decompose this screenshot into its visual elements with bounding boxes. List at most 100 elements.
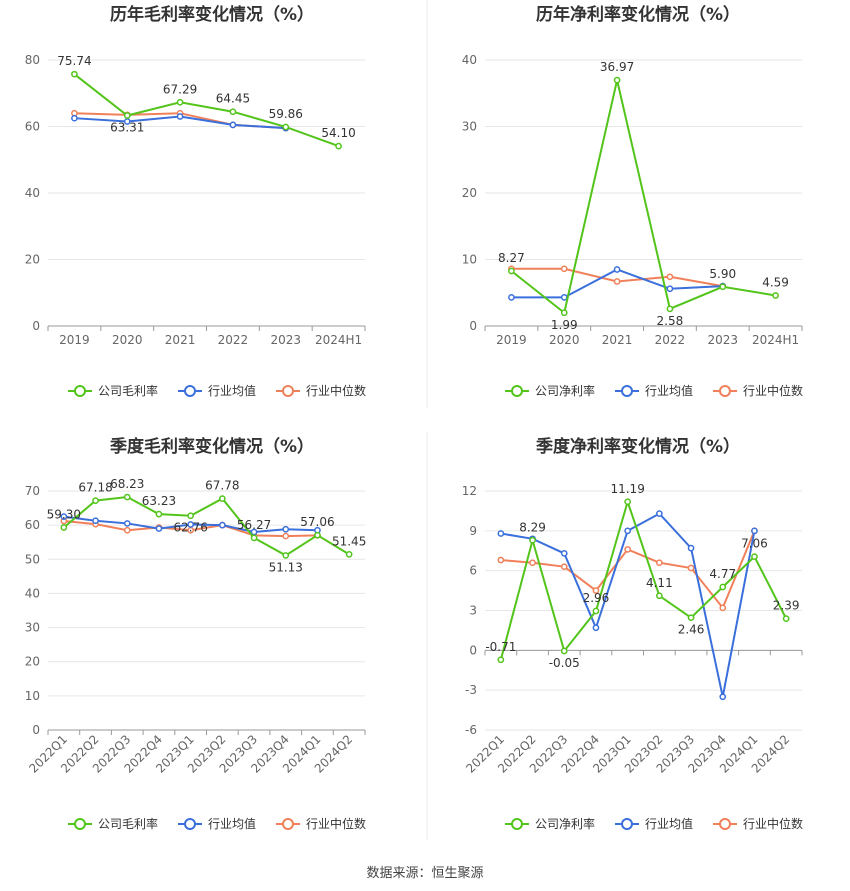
data-label: 2.39 [773,599,800,613]
data-label: 4.11 [646,576,673,590]
legend-label: 公司毛利率 [98,383,158,398]
legend-item: 行业均值 [615,383,693,398]
data-point [751,527,758,535]
data-point [560,294,568,301]
data-point [666,285,674,293]
data-label: 5.90 [709,267,736,281]
chart-panel-3: 季度毛利率变化情况（%）0102030405060702022Q12022Q22… [25,436,367,831]
series-line-1 [73,73,339,148]
data-point [560,265,568,273]
x-tick-label: 2021 [602,333,633,347]
data-point [719,693,727,701]
y-tick-label: 3 [469,604,477,618]
legend-label: 行业均值 [208,383,256,398]
data-label: 2.96 [583,591,610,605]
chart-title: 季度净利率变化情况（%） [536,436,740,457]
series-line-1 [499,498,788,661]
data-point [92,517,99,525]
data-label: 2.46 [678,623,705,637]
data-label: -0.05 [549,656,580,670]
data-point [687,544,695,552]
legend-swatch-marker [719,385,731,397]
data-point [123,112,131,119]
legend-label: 公司净利率 [535,816,595,831]
data-point [229,121,237,129]
legend-swatch-marker [74,818,86,830]
data-point [624,546,632,553]
data-point [219,495,226,502]
legend-swatch-marker [511,818,523,830]
data-point [282,123,290,131]
y-tick-label: -6 [465,723,477,737]
legend-swatch-marker [511,385,523,397]
data-label: 36.97 [600,60,634,74]
data-point [71,70,78,78]
legend-label: 行业中位数 [306,816,366,831]
data-point [497,656,505,664]
legend-item: 行业中位数 [713,383,803,398]
data-point [782,615,790,622]
data-point [92,497,99,504]
data-point [123,493,131,501]
data-point [719,283,727,291]
legend-item: 行业均值 [615,816,693,831]
x-tick-label: 2022 [655,333,686,347]
y-tick-label: 0 [469,643,477,657]
series-line-1 [510,79,776,315]
y-tick-label: 0 [469,319,477,333]
data-point [656,592,663,600]
data-label: 56.27 [237,518,271,532]
data-label: 7.06 [741,537,768,551]
legend-label: 公司净利率 [535,383,595,398]
y-tick-label: 40 [25,186,40,200]
data-point [497,556,505,564]
x-tick-label: 2023 [270,333,301,347]
legend-label: 行业均值 [208,816,256,831]
legend-swatch-marker [282,385,294,397]
data-point [508,294,515,301]
data-label: 75.74 [57,54,91,68]
data-point [592,624,600,632]
data-label: 67.78 [205,479,239,493]
y-tick-label: 70 [25,484,40,498]
data-point [687,614,695,622]
series-line-2 [500,512,756,698]
y-tick-label: 30 [462,120,477,134]
data-point [624,527,632,535]
legend-item: 公司毛利率 [68,383,158,398]
data-point [123,118,131,125]
data-point [187,521,194,528]
y-tick-label: 50 [25,552,40,566]
y-tick-label: 20 [25,655,40,669]
y-tick-label: 80 [25,53,40,67]
data-point [751,553,758,560]
data-label: 8.29 [519,520,546,534]
data-point [560,309,568,317]
y-tick-label: 0 [32,723,40,737]
data-point [719,583,727,591]
x-tick-label: 2020 [549,333,580,347]
legend-item: 行业中位数 [276,383,366,398]
data-label: 64.45 [216,92,250,106]
data-point [666,273,674,281]
legend-swatch-marker [719,818,731,830]
y-tick-label: 60 [25,120,40,134]
data-point [187,512,194,520]
data-point [560,647,568,655]
data-label: 62.76 [173,521,207,535]
y-tick-label: 10 [25,689,40,703]
data-point [624,498,632,506]
data-label: -0.71 [485,640,516,654]
data-point [719,604,727,612]
data-label: 59.30 [47,508,81,522]
legend-swatch-marker [282,818,294,830]
data-label: 11.19 [610,482,644,496]
legend-swatch-marker [184,385,196,397]
data-label: 63.31 [110,120,144,134]
series-line-1 [63,496,350,557]
legend-swatch-marker [184,818,196,830]
y-tick-label: 30 [25,621,40,635]
data-label: 59.86 [269,107,303,121]
y-tick-label: 60 [25,518,40,532]
